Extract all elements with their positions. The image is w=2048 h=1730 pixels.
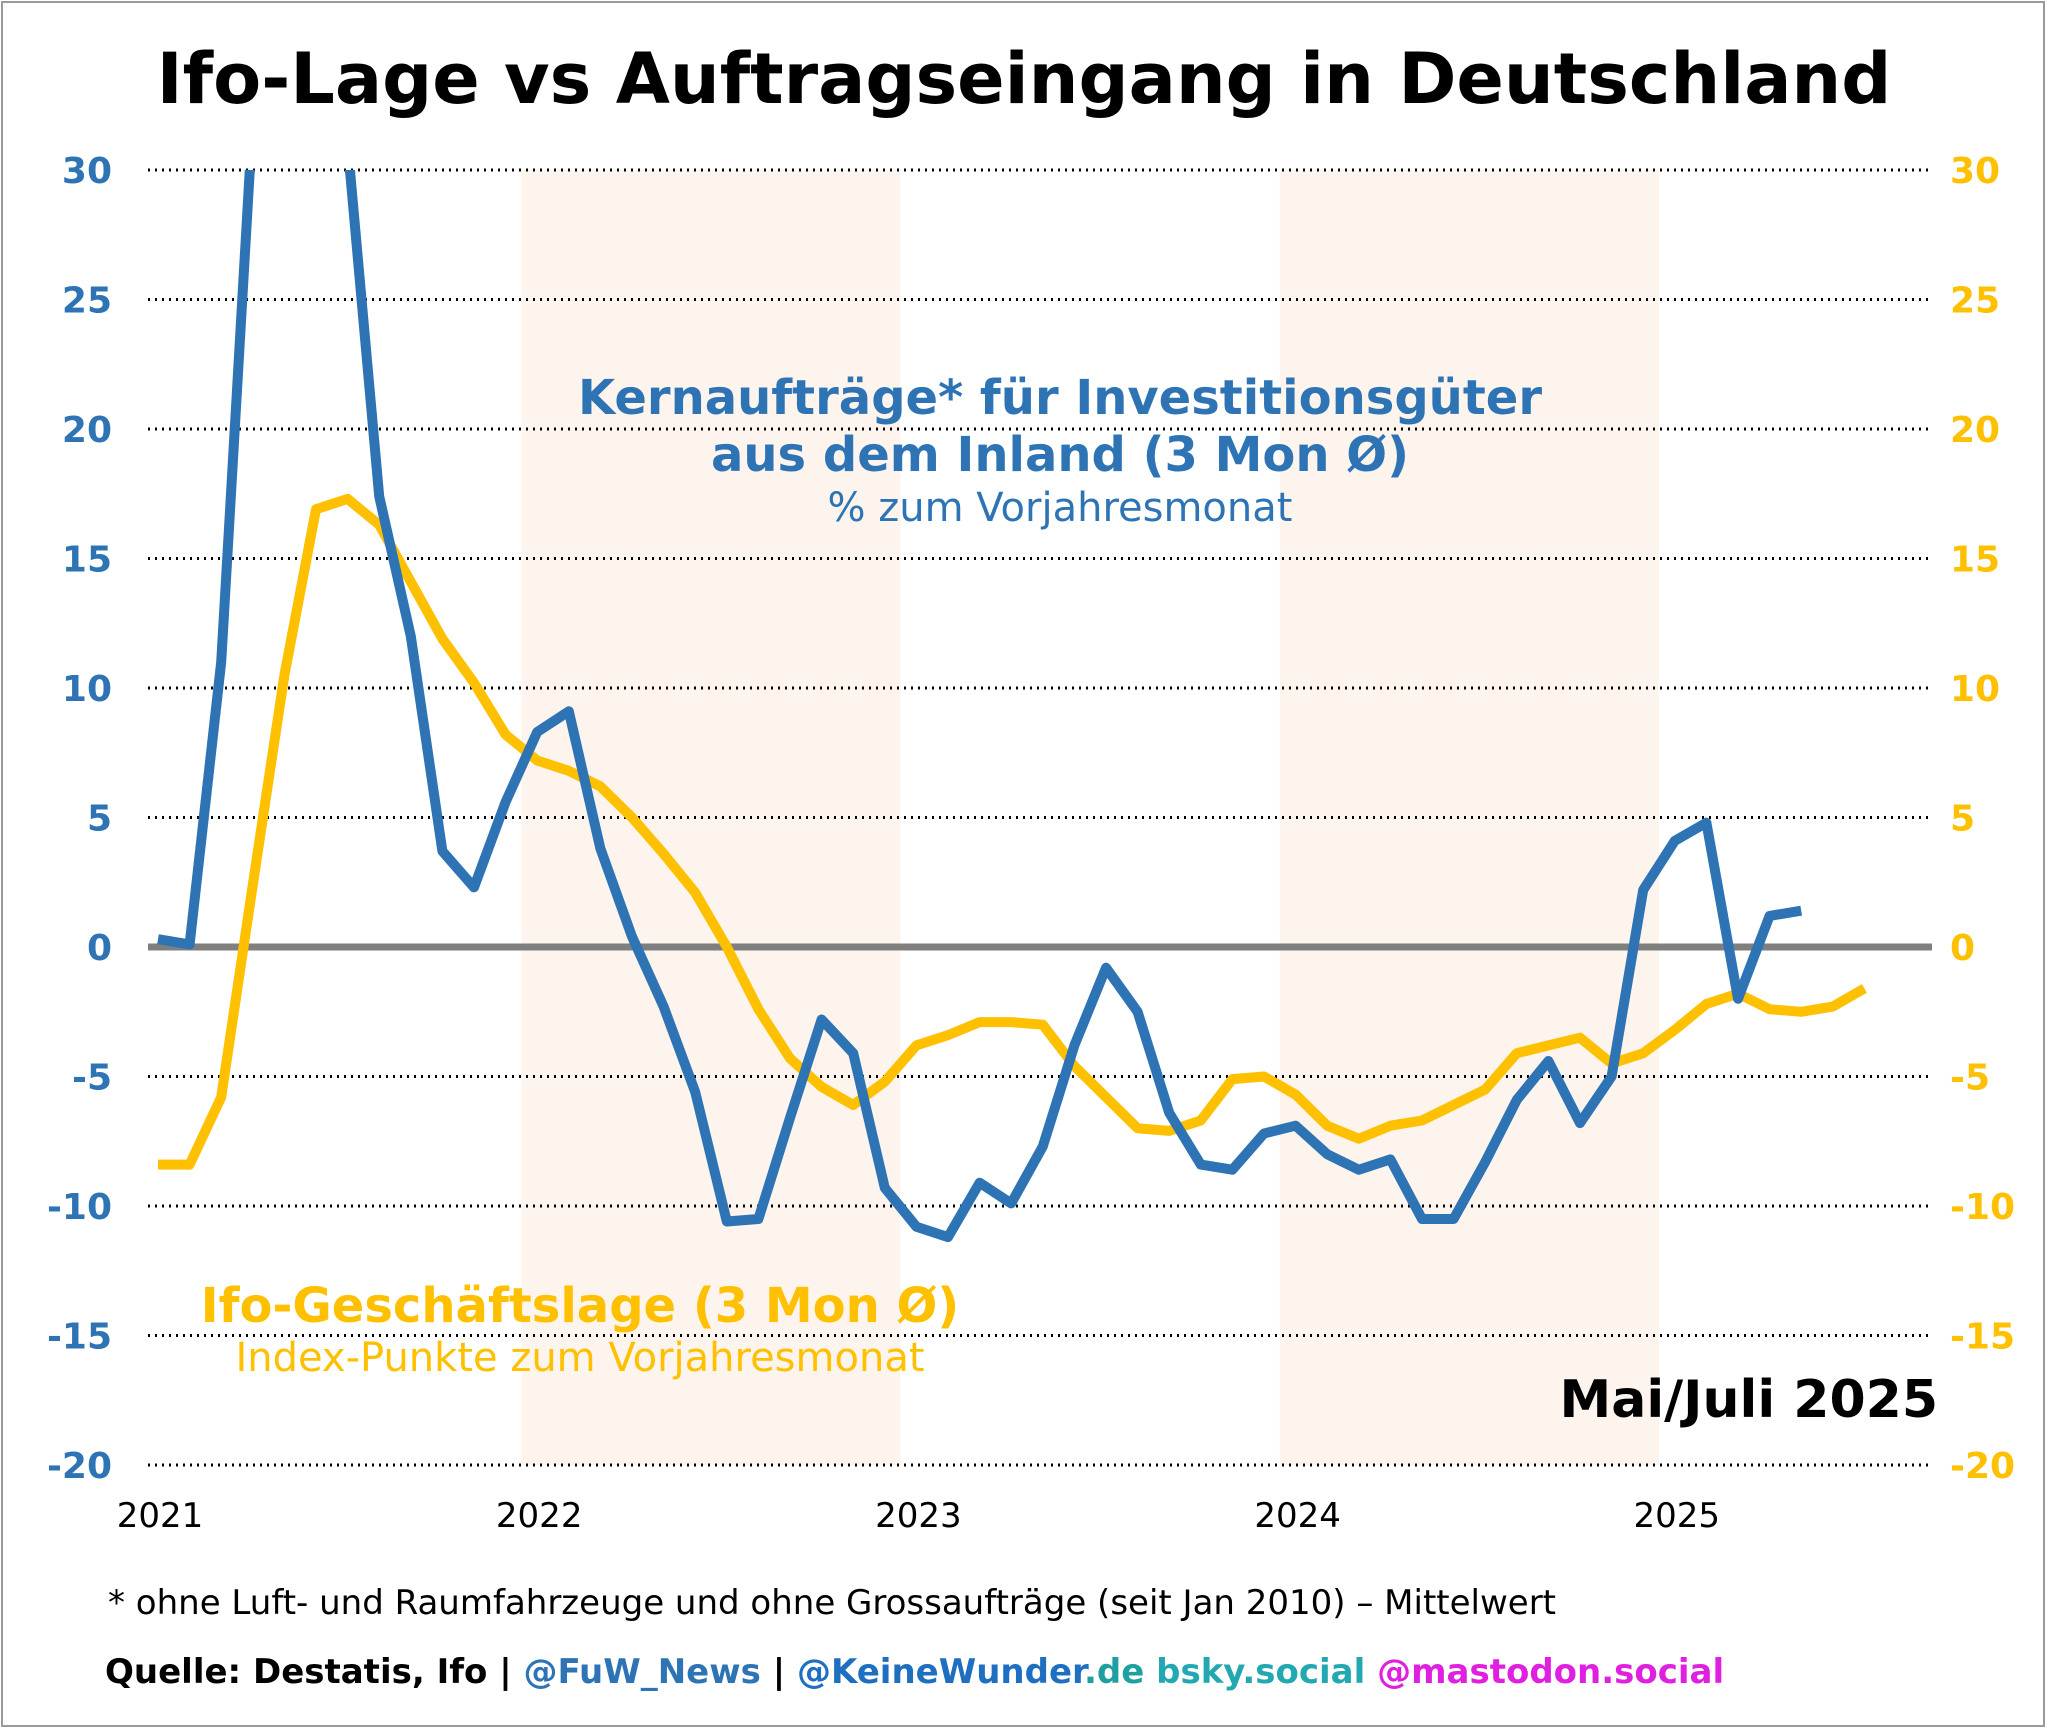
fuw-handle-link[interactable]: @FuW_News	[523, 1652, 761, 1692]
x-tick-label: 2024	[1254, 1496, 1341, 1536]
y-right-tick-label: -15	[1950, 1317, 2015, 1358]
orders-series-title-line2: aus dem Inland (3 Mon Ø)	[710, 426, 1409, 483]
orders-series-line	[157, 170, 1803, 1243]
x-tick-label: 2022	[496, 1496, 583, 1536]
y-right-tick-label: -5	[1950, 1058, 1990, 1099]
y-left-tick-label: 0	[87, 928, 112, 969]
orders-series-title-line1: Kernaufträge* für Investitionsgüter	[577, 370, 1543, 426]
bsky-link[interactable]: bsky.social	[1144, 1652, 1366, 1692]
ifo-series-title: Ifo-Geschäftslage (3 Mon Ø)	[200, 1278, 960, 1334]
x-tick-label: 2023	[875, 1496, 962, 1536]
y-right-tick-label: 15	[1950, 540, 2000, 581]
y-left-tick-label: 20	[62, 410, 112, 451]
y-left-tick-label: -20	[47, 1446, 112, 1487]
y-right-tick-label: 5	[1950, 799, 1975, 840]
y-right-tick-label: -10	[1950, 1187, 2015, 1228]
y-right-tick-label: 0	[1950, 928, 1975, 969]
orders-series	[157, 170, 1803, 1243]
shaded-period-1	[521, 170, 901, 1465]
keinewunder-handle-link[interactable]: @KeineWunder	[796, 1652, 1084, 1692]
y-left-tick-label: 5	[87, 799, 112, 840]
grid-lines	[148, 168, 1932, 1467]
x-tick-label: 2025	[1634, 1496, 1721, 1536]
x-axis-labels: 2021 2022 2023 2024 2025	[117, 1496, 1720, 1536]
shaded-periods	[521, 170, 1659, 1465]
keinewunder-domain[interactable]: .de	[1083, 1652, 1145, 1692]
y-left-tick-label: 15	[62, 540, 112, 581]
source-line: Quelle: Destatis, Ifo | @FuW_News | @Kei…	[105, 1652, 1724, 1692]
y-right-tick-label: 20	[1950, 410, 2000, 451]
orders-series-unit: % zum Vorjahresmonat	[827, 485, 1293, 532]
y-left-tick-label: -5	[72, 1058, 112, 1099]
chart-title: Ifo-Lage vs Auftragseingang in Deutschla…	[156, 38, 1892, 120]
y-left-tick-label: 30	[62, 151, 112, 192]
x-tick-label: 2021	[117, 1496, 204, 1536]
y-left-tick-label: 10	[62, 669, 112, 710]
ifo-series-line	[158, 493, 1867, 1170]
y-right-tick-label: 30	[1950, 151, 2000, 192]
y-right-tick-label: -20	[1950, 1446, 2015, 1487]
mastodon-link[interactable]: @mastodon.social	[1365, 1652, 1725, 1692]
y-axis-left-labels: 30 25 20 15 10 5 0 -5 -10 -15 -20	[47, 151, 112, 1487]
shaded-period-2	[1279, 170, 1659, 1465]
y-left-tick-label: -10	[47, 1187, 112, 1228]
ifo-series-unit: Index-Punkte zum Vorjahresmonat	[235, 1334, 925, 1381]
y-left-tick-label: -15	[47, 1317, 112, 1358]
y-right-tick-label: 10	[1950, 669, 2000, 710]
data-date-label: Mai/Juli 2025	[1559, 1370, 1939, 1430]
source-prefix: Quelle: Destatis, Ifo |	[105, 1652, 524, 1692]
footnote: * ohne Luft- und Raumfahrzeuge und ohne …	[108, 1583, 1557, 1623]
y-axis-right-labels: 30 25 20 15 10 5 0 -5 -10 -15 -20	[1950, 151, 2015, 1487]
source-separator: |	[760, 1652, 797, 1692]
y-right-tick-label: 25	[1950, 281, 2000, 322]
y-left-tick-label: 25	[62, 281, 112, 322]
orders-series-annotation: Kernaufträge* für Investitionsgüter aus …	[560, 370, 1560, 532]
ifo-series-annotation: Ifo-Geschäftslage (3 Mon Ø) Index-Punkte…	[130, 1278, 1030, 1382]
ifo-series	[158, 493, 1867, 1170]
